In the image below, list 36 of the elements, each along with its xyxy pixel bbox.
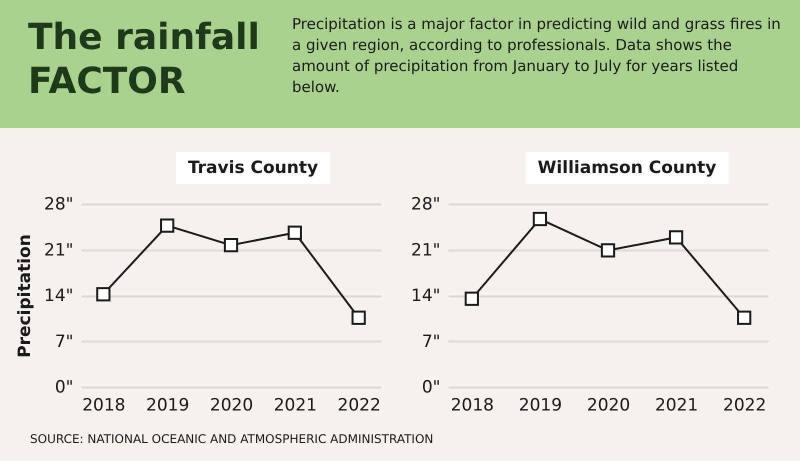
y-tick-label: 7" bbox=[422, 332, 440, 352]
y-axis-title: Precipitation bbox=[15, 234, 36, 358]
x-tick-label: 2022 bbox=[338, 396, 381, 416]
x-tick-label: 2019 bbox=[146, 396, 190, 416]
point bbox=[464, 292, 479, 306]
point bbox=[160, 218, 174, 233]
y-tick-label: 7" bbox=[54, 332, 74, 352]
x-tick-label: 2020 bbox=[210, 396, 254, 416]
point bbox=[352, 310, 366, 325]
y-tick-label: 0" bbox=[54, 378, 74, 398]
x-tick-label: 2019 bbox=[518, 396, 562, 416]
point bbox=[668, 230, 684, 244]
chart-title: Travis County bbox=[176, 152, 330, 184]
y-tick-label: 28" bbox=[411, 194, 440, 214]
text: The rainfall FACTOR bbox=[28, 16, 261, 104]
point bbox=[737, 310, 752, 325]
y-tick-label: 14" bbox=[44, 286, 74, 306]
x-tick-label: 2018 bbox=[82, 396, 126, 416]
x-tick-label: 2021 bbox=[274, 396, 317, 416]
text: Precipitation is a major factor in predicting wild and grass fires in a given region, according to professionals. Data shows the amount of precipitation from January to July for years listed below. bbox=[292, 14, 782, 98]
point bbox=[288, 226, 302, 240]
y-tick-label: 14" bbox=[411, 286, 440, 306]
point bbox=[224, 238, 238, 252]
point bbox=[600, 243, 616, 258]
point bbox=[96, 287, 110, 302]
chart-title: Williamson County bbox=[526, 152, 728, 184]
x-tick-label: 2022 bbox=[723, 396, 766, 416]
y-tick-label: 28" bbox=[44, 194, 74, 214]
x-tick-label: 2020 bbox=[586, 396, 630, 416]
y-tick-label: 21" bbox=[411, 240, 440, 260]
point bbox=[532, 212, 548, 226]
y-tick-label: 0" bbox=[422, 378, 440, 398]
x-tick-label: 2021 bbox=[654, 396, 698, 416]
y-tick-label: 21" bbox=[44, 240, 74, 260]
x-tick-label: 2018 bbox=[450, 396, 494, 416]
source-note: SOURCE: NATIONAL OCEANIC AND ATMOSPHERIC ADMINISTRATION bbox=[30, 432, 434, 446]
